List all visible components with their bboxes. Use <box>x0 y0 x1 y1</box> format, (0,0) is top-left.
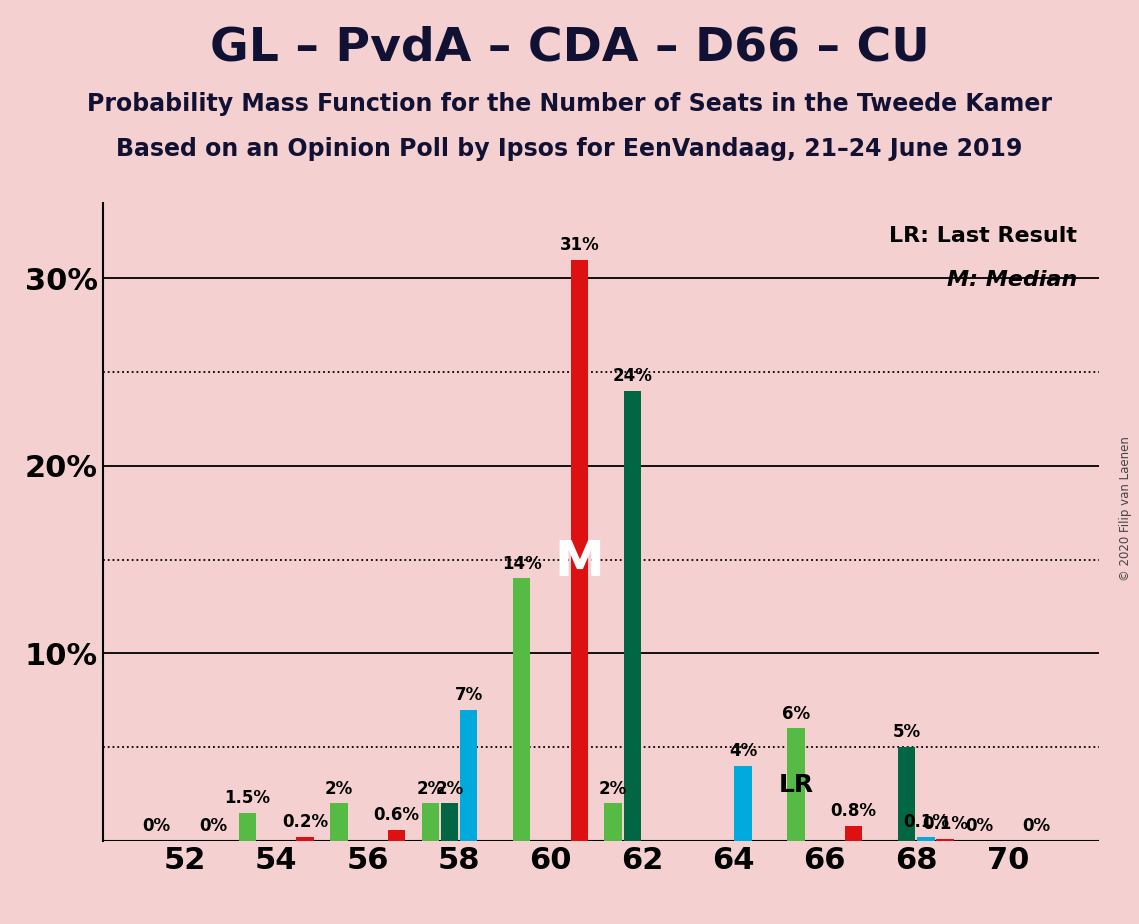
Bar <box>917 837 935 841</box>
Bar <box>441 803 458 841</box>
Bar <box>330 803 347 841</box>
Text: LR: LR <box>778 772 813 796</box>
Bar <box>387 830 405 841</box>
Text: 2%: 2% <box>325 780 353 797</box>
Text: 0%: 0% <box>199 817 228 835</box>
Text: 0.1%: 0.1% <box>903 813 949 832</box>
Bar <box>421 803 439 841</box>
Text: LR: Last Result: LR: Last Result <box>890 225 1077 246</box>
Text: Based on an Opinion Poll by Ipsos for EenVandaag, 21–24 June 2019: Based on an Opinion Poll by Ipsos for Ee… <box>116 137 1023 161</box>
Bar <box>735 766 752 841</box>
Bar <box>787 728 805 841</box>
Bar <box>513 578 531 841</box>
Text: 0%: 0% <box>965 817 993 835</box>
Text: 0.8%: 0.8% <box>830 802 877 821</box>
Text: 24%: 24% <box>613 367 653 385</box>
Text: 2%: 2% <box>416 780 444 797</box>
Text: M: Median: M: Median <box>947 270 1077 290</box>
Text: 0%: 0% <box>1023 817 1050 835</box>
Text: 0.1%: 0.1% <box>923 815 968 833</box>
Text: 2%: 2% <box>599 780 628 797</box>
Bar <box>605 803 622 841</box>
Bar <box>845 826 862 841</box>
Bar <box>460 710 477 841</box>
Bar <box>571 260 588 841</box>
Text: M: M <box>555 538 604 586</box>
Text: 1.5%: 1.5% <box>224 789 270 807</box>
Text: © 2020 Filip van Laenen: © 2020 Filip van Laenen <box>1120 436 1132 580</box>
Text: 2%: 2% <box>435 780 464 797</box>
Text: 0.6%: 0.6% <box>374 806 419 824</box>
Text: 0%: 0% <box>142 817 170 835</box>
Text: GL – PvdA – CDA – D66 – CU: GL – PvdA – CDA – D66 – CU <box>210 26 929 71</box>
Bar <box>296 837 313 841</box>
Bar <box>624 391 641 841</box>
Text: 5%: 5% <box>893 723 920 741</box>
Bar <box>898 748 916 841</box>
Text: 31%: 31% <box>559 236 599 254</box>
Bar <box>239 813 256 841</box>
Text: 6%: 6% <box>782 705 810 723</box>
Bar <box>936 839 953 841</box>
Text: 0.2%: 0.2% <box>282 813 328 832</box>
Text: 4%: 4% <box>729 742 757 760</box>
Text: 14%: 14% <box>502 554 542 573</box>
Text: Probability Mass Function for the Number of Seats in the Tweede Kamer: Probability Mass Function for the Number… <box>87 92 1052 116</box>
Text: 7%: 7% <box>454 686 483 704</box>
